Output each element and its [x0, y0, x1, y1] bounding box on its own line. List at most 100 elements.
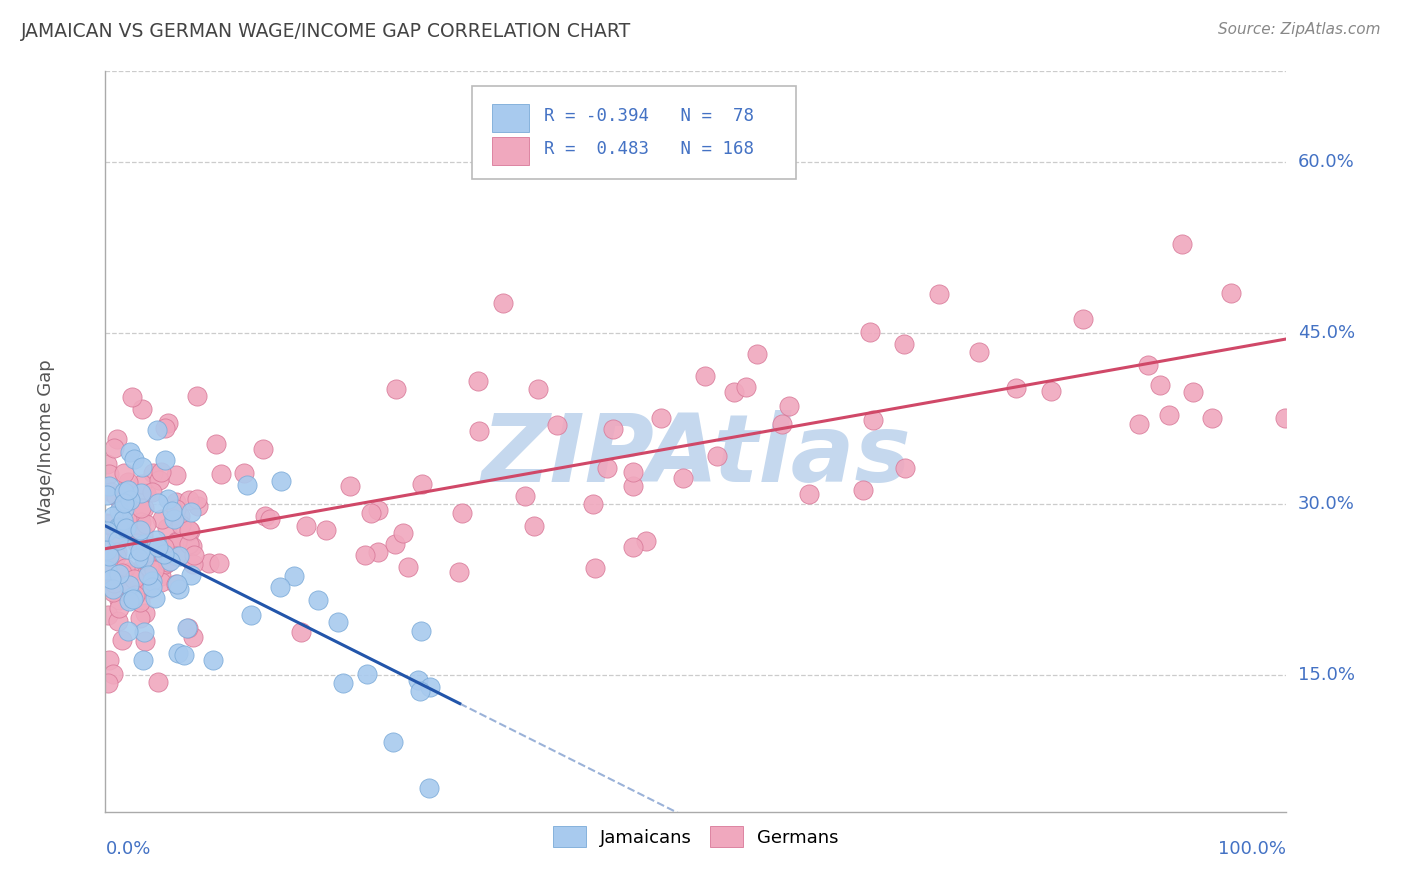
Point [232, 466, 254, 480]
Point [167, 582, 190, 596]
Point [672, 471, 695, 485]
Point [128, 564, 150, 578]
Point [105, 432, 128, 446]
Point [129, 611, 152, 625]
Point [166, 646, 188, 660]
Point [240, 608, 263, 623]
Point [409, 624, 432, 639]
Point [146, 496, 169, 510]
Point [131, 477, 153, 491]
Point [129, 523, 152, 537]
Point [1274, 411, 1296, 425]
Point [118, 578, 141, 592]
Point [208, 556, 231, 570]
Point [121, 390, 143, 404]
Point [418, 780, 440, 795]
Point [97, 479, 120, 493]
Point [122, 572, 145, 586]
Point [121, 590, 143, 604]
Point [259, 512, 281, 526]
Point [177, 621, 200, 635]
Point [165, 549, 187, 563]
Point [103, 441, 125, 455]
Point [179, 537, 201, 551]
Point [97, 653, 120, 667]
Point [179, 524, 201, 538]
Point [136, 568, 159, 582]
Point [1071, 312, 1094, 326]
Point [112, 516, 135, 531]
Point [148, 674, 170, 689]
Point [96, 516, 118, 530]
Point [112, 502, 135, 516]
Point [143, 563, 166, 577]
Point [107, 567, 129, 582]
Point [134, 500, 156, 515]
Point [148, 473, 170, 487]
Point [111, 566, 134, 580]
Point [101, 585, 124, 599]
Point [110, 523, 132, 537]
Point [118, 582, 141, 597]
Point [101, 520, 124, 534]
Text: 100.0%: 100.0% [1219, 840, 1286, 858]
Point [170, 517, 193, 532]
Text: R = -0.394   N =  78: R = -0.394 N = 78 [544, 107, 754, 125]
Point [125, 528, 148, 542]
Point [128, 544, 150, 558]
Point [107, 614, 129, 628]
Point [177, 492, 200, 507]
Point [367, 503, 389, 517]
Point [132, 537, 155, 551]
Point [339, 479, 361, 493]
Point [150, 569, 173, 583]
Point [141, 581, 163, 595]
Point [156, 491, 179, 506]
Point [115, 521, 138, 535]
Point [157, 417, 180, 431]
Point [105, 549, 128, 563]
Point [180, 567, 202, 582]
Point [104, 532, 127, 546]
Point [117, 483, 139, 497]
Point [156, 521, 179, 535]
Point [797, 487, 820, 501]
Point [353, 548, 375, 562]
Bar [492, 104, 530, 132]
Point [107, 533, 129, 548]
Point [621, 540, 644, 554]
Point [581, 497, 603, 511]
Point [467, 374, 489, 388]
Point [96, 524, 118, 538]
Point [129, 595, 152, 609]
Point [169, 509, 191, 524]
Point [695, 368, 717, 383]
Point [96, 542, 118, 557]
Point [121, 591, 143, 606]
Point [450, 506, 472, 520]
Point [150, 512, 173, 526]
Point [165, 495, 187, 509]
Point [181, 557, 204, 571]
Point [101, 582, 124, 597]
Point [406, 673, 429, 688]
Point [183, 548, 205, 562]
Point [852, 483, 875, 498]
Point [96, 564, 118, 578]
Point [97, 549, 120, 563]
Point [141, 574, 163, 588]
Point [893, 337, 915, 351]
Point [391, 526, 413, 541]
Point [138, 559, 160, 574]
Point [492, 296, 515, 310]
Point [112, 584, 135, 599]
Point [290, 624, 312, 639]
Text: 60.0%: 60.0% [1298, 153, 1354, 171]
Point [862, 412, 884, 426]
Point [162, 504, 184, 518]
Point [723, 385, 745, 400]
Point [110, 578, 132, 592]
Point [131, 536, 153, 550]
Text: 15.0%: 15.0% [1298, 666, 1354, 684]
Point [468, 424, 491, 438]
